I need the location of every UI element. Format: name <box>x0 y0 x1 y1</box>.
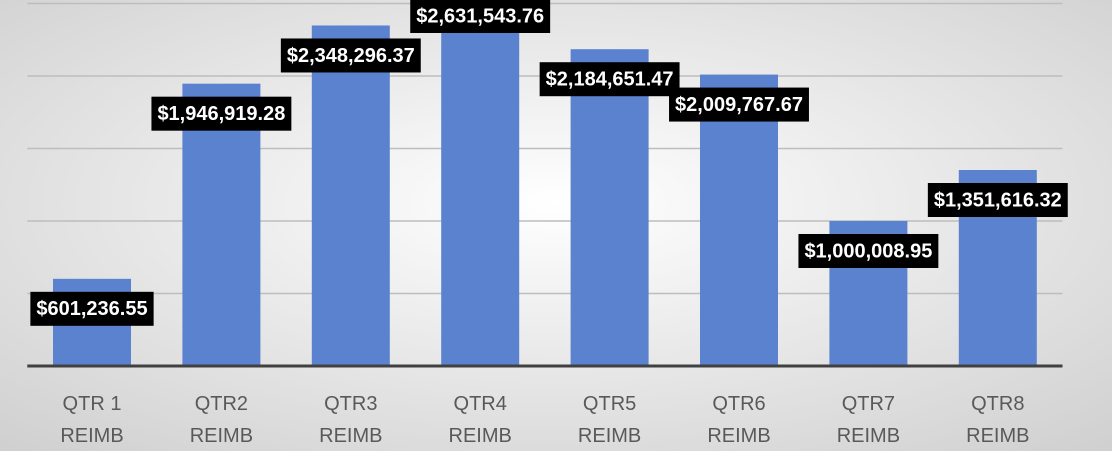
data-label-text: $1,351,616.32 <box>934 189 1062 211</box>
data-label: $2,631,543.76 <box>410 0 551 33</box>
data-label-text: $1,946,919.28 <box>157 103 285 125</box>
bar <box>441 0 520 366</box>
x-tick-label: QTR6 REIMB <box>707 393 770 447</box>
x-tick-label: QTR2 REIMB <box>190 393 253 447</box>
data-label: $2,184,651.47 <box>539 62 680 97</box>
data-label: $2,348,296.37 <box>280 38 421 73</box>
data-label-text: $2,348,296.37 <box>287 45 415 67</box>
bar <box>182 83 261 366</box>
data-label-box <box>798 233 939 268</box>
data-label-text: $2,631,543.76 <box>416 5 544 27</box>
x-tick-label: QTR4 REIMB <box>449 393 512 447</box>
x-tick-label: QTR7 REIMB <box>837 393 900 447</box>
x-tick-label: QTR3 REIMB <box>319 393 382 447</box>
bar <box>570 49 649 367</box>
bar <box>311 25 390 366</box>
data-label-text: $601,236.55 <box>36 298 147 320</box>
x-tick-label: QTR 1 REIMB <box>60 393 123 447</box>
data-label-box <box>539 62 680 97</box>
data-label: $1,000,008.95 <box>798 233 939 268</box>
data-label-text: $1,000,008.95 <box>804 240 932 262</box>
data-label: $1,946,919.28 <box>151 96 292 131</box>
data-label-box <box>410 0 551 33</box>
data-label: $601,236.55 <box>30 291 154 326</box>
bar <box>700 74 778 367</box>
data-label-box <box>280 38 421 73</box>
x-tick-label: QTR8 REIMB <box>966 393 1029 447</box>
data-label-text: $2,184,651.47 <box>546 68 674 90</box>
data-label-text: $2,009,767.67 <box>675 94 803 116</box>
data-label: $2,009,767.67 <box>669 87 809 122</box>
data-label-box <box>927 183 1068 218</box>
x-tick-label: QTR5 REIMB <box>578 393 641 447</box>
data-label-box <box>669 87 809 122</box>
data-label-box <box>151 96 292 131</box>
data-label: $1,351,616.32 <box>927 183 1068 218</box>
data-label-box <box>30 291 154 326</box>
